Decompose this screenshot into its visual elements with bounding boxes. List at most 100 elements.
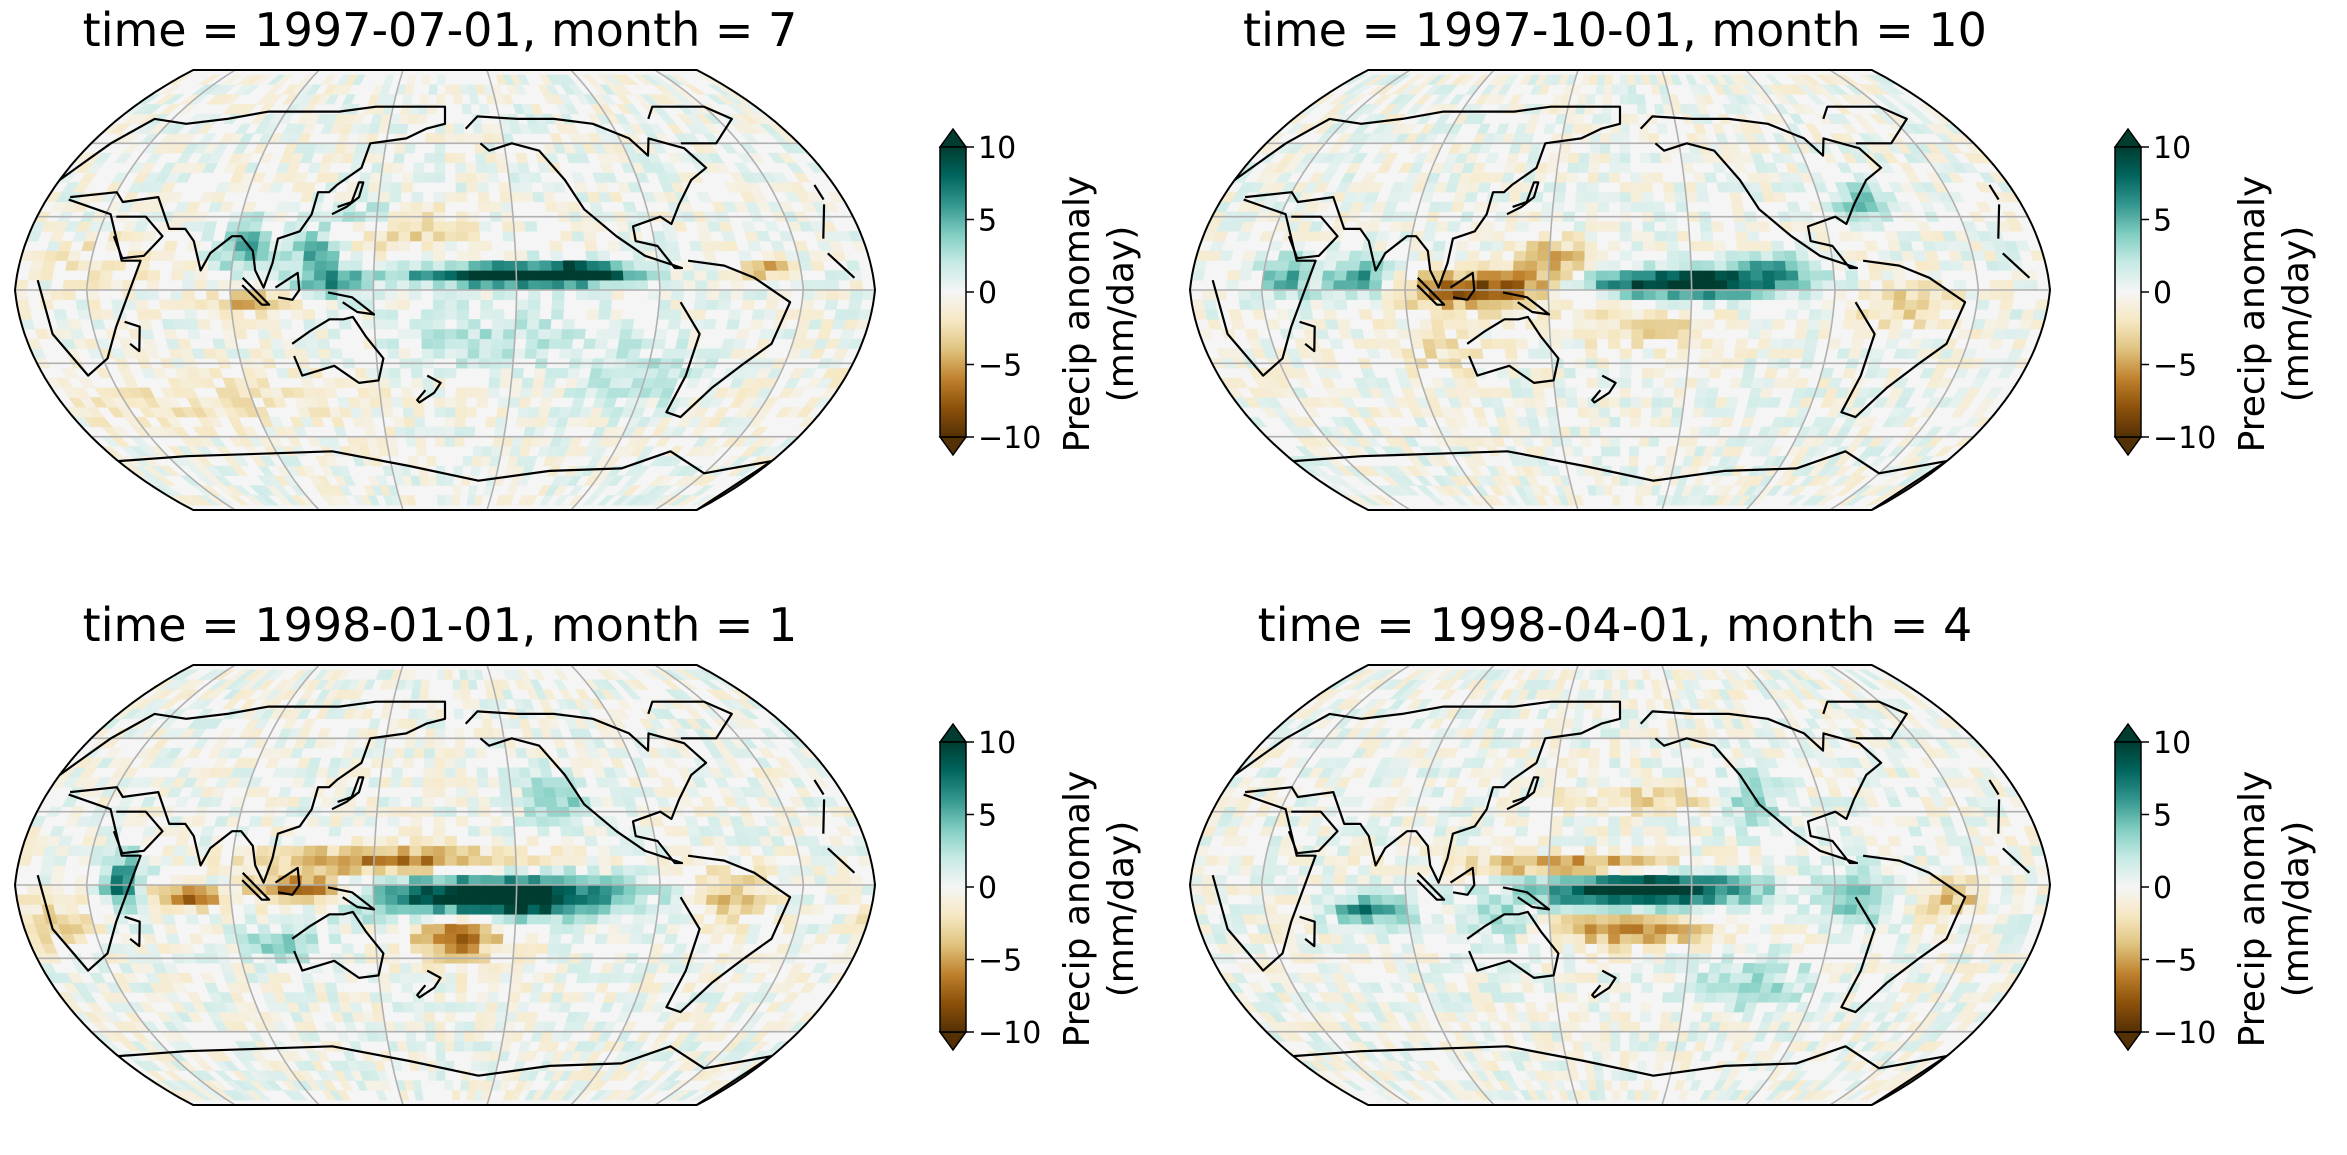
north-america-land: [464, 115, 708, 270]
gridlines: [15, 70, 875, 510]
new-zealand-land: [1591, 969, 1617, 999]
colorbar-extend-min: [938, 436, 968, 457]
south-america-land: [665, 259, 792, 419]
colorbar-tick-label: 5: [978, 204, 997, 239]
africa-land: [36, 198, 856, 377]
australia-land: [1466, 910, 1560, 979]
madagascar-land: [1299, 320, 1316, 353]
colorbar-extend-max: [2113, 722, 2143, 743]
globe-border: [1188, 69, 2052, 511]
panel-title: time = 1997-07-01, month = 7: [82, 3, 798, 57]
globe-border: [13, 69, 877, 511]
colorbar-tick-label: −10: [2153, 1016, 2216, 1051]
colorbar: 10 5 0 −5 −10: [938, 722, 1041, 1052]
sumatra-land: [241, 277, 271, 306]
colorbar-tick-label: −5: [2153, 944, 2197, 979]
colorbar-gradient: [939, 146, 967, 438]
colorbar-tick-label: 5: [2153, 204, 2172, 239]
africa-land: [1211, 198, 2031, 377]
panel-title: time = 1998-01-01, month = 1: [82, 598, 798, 652]
colorbar-gradient: [939, 741, 967, 1033]
colorbar-gradient: [2114, 741, 2142, 1033]
antarctica-land: [1293, 1045, 1948, 1105]
japan-land: [1506, 776, 1540, 811]
colorbar-tick-label: −5: [978, 349, 1022, 384]
panel-title: time = 1997-10-01, month = 10: [1243, 3, 1987, 57]
precip-anomaly-map: [13, 69, 877, 511]
colorbar: 10 5 0 −5 −10: [938, 127, 1041, 457]
colorbar-tick-label: 0: [2153, 871, 2172, 906]
colorbar-tick-label: 0: [2153, 276, 2172, 311]
colorbar-extend-max: [938, 722, 968, 743]
globe-border: [1188, 664, 2052, 1106]
arabia-land: [112, 810, 164, 855]
japan-land: [331, 181, 365, 216]
precip-anomaly-map: [1188, 69, 2052, 511]
colorbar-tick-label: 10: [978, 726, 1016, 761]
greenland-land: [647, 105, 733, 145]
australia-land: [291, 910, 385, 979]
new-guinea-land: [327, 886, 376, 911]
colorbar-tick-label: 10: [2153, 131, 2191, 166]
arabia-land: [1287, 810, 1339, 855]
colorbar-label: Precip anomaly (mm/day): [1057, 770, 1142, 1048]
map-panel-3: time = 1998-01-01, month = 1 10 5 0 −5 −10 P…: [0, 595, 1170, 1155]
panel-title: time = 1998-04-01, month = 4: [1257, 598, 1973, 652]
south-america-land: [665, 854, 792, 1014]
madagascar-land: [124, 320, 141, 353]
colorbar-label: Precip anomaly (mm/day): [2232, 175, 2317, 453]
japan-land: [331, 776, 365, 811]
colorbar-tick-label: 5: [978, 799, 997, 834]
colorbar-tick-label: −10: [2153, 421, 2216, 456]
south-america-land: [1840, 854, 1967, 1014]
north-america-land: [1639, 115, 1883, 270]
arabia-land: [112, 215, 164, 260]
borneo-land: [1449, 866, 1476, 896]
borneo-land: [1449, 271, 1476, 301]
australia-land: [291, 315, 385, 384]
colorbar-extend-min: [2113, 1031, 2143, 1052]
colorbar-tick-label: 0: [978, 871, 997, 906]
sumatra-land: [1416, 872, 1446, 901]
colorbar-tick-label: 0: [978, 276, 997, 311]
colorbar-label: Precip anomaly (mm/day): [2232, 770, 2317, 1048]
colorbar: 10 5 0 −5 −10: [2113, 127, 2216, 457]
sumatra-land: [241, 872, 271, 901]
new-zealand-land: [1591, 374, 1617, 404]
new-zealand-land: [416, 374, 442, 404]
precip-anomaly-map: [1188, 664, 2052, 1106]
anomaly-field: [1190, 74, 2050, 506]
new-guinea-land: [1502, 291, 1551, 316]
new-zealand-land: [416, 969, 442, 999]
greenland-land: [1822, 105, 1908, 145]
madagascar-land: [1299, 915, 1316, 948]
japan-land: [1506, 181, 1540, 216]
borneo-land: [274, 866, 301, 896]
north-america-land: [1639, 710, 1883, 865]
precip-anomaly-map: [13, 664, 877, 1106]
madagascar-land: [124, 915, 141, 948]
colorbar-extend-max: [938, 127, 968, 148]
colorbar-label: Precip anomaly (mm/day): [1057, 175, 1142, 453]
colorbar-tick-label: −10: [978, 421, 1041, 456]
colorbar-gradient: [2114, 146, 2142, 438]
colorbar-tick-label: 10: [978, 131, 1016, 166]
globe-border: [13, 664, 877, 1106]
africa-land: [36, 793, 856, 972]
gridlines: [15, 665, 875, 1105]
gridlines: [1190, 70, 2050, 510]
africa-land: [1211, 793, 2031, 972]
map-panel-4: time = 1998-04-01, month = 4 10 5 0 −5 −10 P…: [1175, 595, 2345, 1155]
colorbar-tick-label: −10: [978, 1016, 1041, 1051]
colorbar-extend-max: [2113, 127, 2143, 148]
colorbar-extend-min: [2113, 436, 2143, 457]
antarctica-land: [118, 450, 773, 510]
greenland-land: [1822, 700, 1908, 740]
colorbar-tick-label: 10: [2153, 726, 2191, 761]
new-guinea-land: [327, 291, 376, 316]
sumatra-land: [1416, 277, 1446, 306]
colorbar: 10 5 0 −5 −10: [2113, 722, 2216, 1052]
south-america-land: [1840, 259, 1967, 419]
gridlines: [1190, 665, 2050, 1105]
map-panel-2: time = 1997-10-01, month = 10 10 5 0 −5 −10 …: [1175, 0, 2345, 560]
